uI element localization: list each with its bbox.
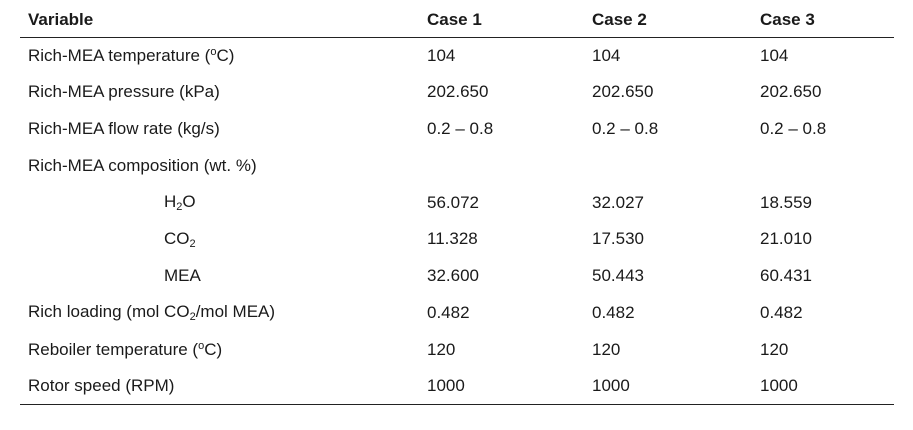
case-1-value bbox=[427, 147, 592, 184]
case-3-value: 120 bbox=[760, 339, 789, 359]
label-text: /mol MEA) bbox=[195, 302, 276, 322]
case-1-value: 104 bbox=[427, 45, 456, 65]
case-3-value bbox=[760, 147, 894, 184]
case-2-value: 1000 bbox=[592, 368, 760, 406]
row-label: Rich loading (mol CO2/mol MEA) bbox=[20, 295, 427, 332]
table-row: Rich loading (mol CO2/mol MEA) 0.482 0.4… bbox=[20, 295, 894, 332]
subscript: 2 bbox=[189, 237, 196, 250]
case-3-value: 18.559 bbox=[760, 192, 812, 212]
row-label: H2O bbox=[20, 184, 427, 221]
case-2-value: 120 bbox=[592, 339, 621, 359]
case-3-value: 202.650 bbox=[760, 82, 822, 102]
case-1-value: 0.482 bbox=[427, 302, 470, 322]
row-label: CO2 bbox=[20, 221, 427, 258]
table-row: Rotor speed (RPM) 1000 1000 1000 bbox=[20, 368, 894, 406]
label-text: C) bbox=[204, 339, 223, 359]
case-3-value: 21.010 bbox=[760, 229, 812, 249]
case-2-value: 202.650 bbox=[592, 82, 654, 102]
row-label: Rich-MEA temperature (oC) bbox=[20, 37, 427, 74]
case-3-value: 60.431 bbox=[760, 266, 812, 286]
label-text: O bbox=[182, 192, 196, 212]
row-label: Rich-MEA pressure (kPa) bbox=[28, 82, 220, 102]
case-2-value: 0.482 bbox=[592, 302, 635, 322]
table-row: Reboiler temperature (oC) 120 120 120 bbox=[20, 331, 894, 368]
row-label: MEA bbox=[164, 266, 201, 286]
case-2-value bbox=[592, 147, 760, 184]
table-row: Rich-MEA flow rate (kg/s) 0.2 – 0.8 0.2 … bbox=[20, 111, 894, 148]
case-1-value: 56.072 bbox=[427, 192, 479, 212]
header-case-1: Case 1 bbox=[427, 3, 592, 38]
case-1-value: 32.600 bbox=[427, 266, 479, 286]
table-row: Rich-MEA pressure (kPa) 202.650 202.650 … bbox=[20, 74, 894, 111]
degree-symbol: o bbox=[210, 45, 217, 58]
table-row: MEA 32.600 50.443 60.431 bbox=[20, 258, 894, 295]
header-variable: Variable bbox=[20, 3, 427, 38]
label-text: Rich loading (mol CO bbox=[28, 302, 190, 322]
row-label: Rich-MEA composition (wt. %) bbox=[28, 155, 257, 175]
subscript: 2 bbox=[176, 201, 183, 214]
case-2-value: 50.443 bbox=[592, 266, 644, 286]
degree-symbol: o bbox=[198, 339, 205, 352]
case-2-value: 0.2 – 0.8 bbox=[592, 118, 659, 138]
table-row: H2O 56.072 32.027 18.559 bbox=[20, 184, 894, 221]
case-3-value: 104 bbox=[760, 45, 789, 65]
case-1-value: 120 bbox=[427, 339, 456, 359]
case-3-value: 0.482 bbox=[760, 302, 803, 322]
case-1-value: 0.2 – 0.8 bbox=[427, 118, 494, 138]
table-row: Rich-MEA composition (wt. %) bbox=[20, 147, 894, 184]
label-text: C) bbox=[216, 45, 235, 65]
row-label: Reboiler temperature (oC) bbox=[20, 331, 427, 368]
case-2-value: 104 bbox=[592, 45, 621, 65]
case-1-value: 202.650 bbox=[427, 82, 489, 102]
label-text: Rich-MEA temperature ( bbox=[28, 45, 211, 65]
header-case-2: Case 2 bbox=[592, 3, 760, 38]
case-1-value: 11.328 bbox=[427, 229, 478, 249]
row-label: Rich-MEA flow rate (kg/s) bbox=[28, 118, 220, 138]
row-label: Rotor speed (RPM) bbox=[20, 368, 427, 406]
case-2-value: 32.027 bbox=[592, 192, 644, 212]
case-2-value: 17.530 bbox=[592, 229, 644, 249]
subscript: 2 bbox=[189, 311, 196, 324]
table-header-row: Variable Case 1 Case 2 Case 3 bbox=[20, 3, 894, 38]
case-3-value: 1000 bbox=[760, 368, 894, 406]
header-case-3: Case 3 bbox=[760, 3, 894, 38]
label-text: H bbox=[164, 192, 177, 212]
case-1-value: 1000 bbox=[427, 368, 592, 406]
label-text: Reboiler temperature ( bbox=[28, 339, 199, 359]
case-variables-table: Variable Case 1 Case 2 Case 3 Rich-MEA t… bbox=[20, 3, 894, 406]
case-3-value: 0.2 – 0.8 bbox=[760, 118, 827, 138]
table-row: CO2 11.328 17.530 21.010 bbox=[20, 221, 894, 258]
label-text: CO bbox=[164, 228, 190, 248]
table-row: Rich-MEA temperature (oC) 104 104 104 bbox=[20, 37, 894, 74]
